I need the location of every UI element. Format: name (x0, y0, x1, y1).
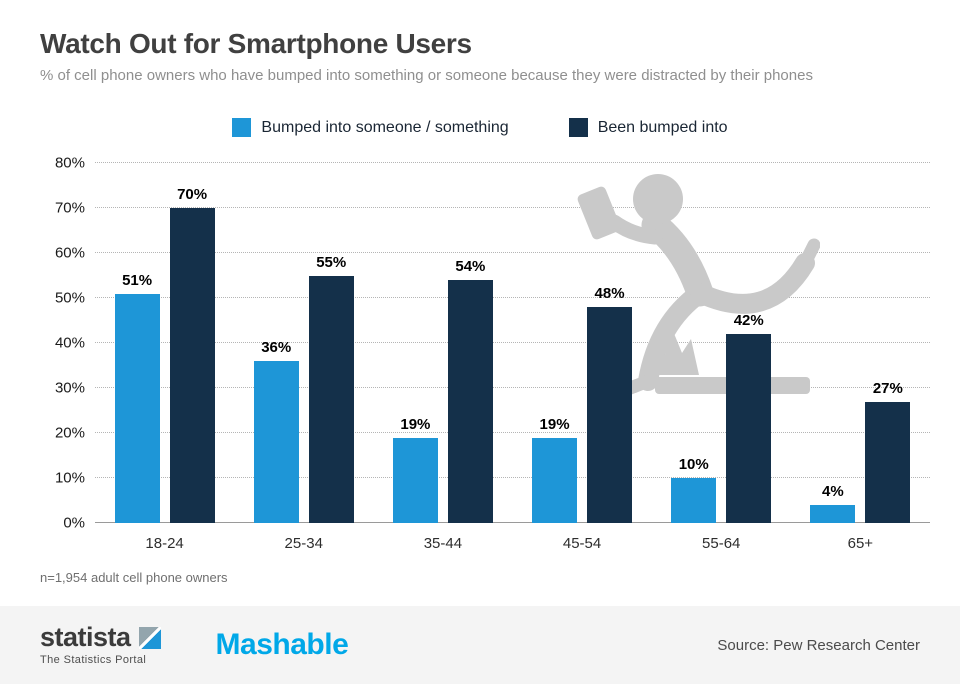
bar-value-label: 42% (733, 312, 764, 329)
bar-value-label: 19% (400, 415, 431, 433)
gridline (95, 432, 930, 433)
bar-with-label: 54% (447, 258, 493, 523)
y-axis-label: 50% (54, 289, 85, 307)
source-text: Source: Pew Research Center (717, 636, 920, 654)
bar-with-label: 42% (726, 312, 772, 523)
y-axis-label: 20% (54, 424, 85, 442)
bar-value-label: 36% (261, 339, 292, 356)
bar (587, 307, 633, 523)
footer: statista The Statistics Portal Mashable … (0, 606, 960, 684)
y-axis-label: 0% (63, 514, 85, 532)
page-title: Watch Out for Smartphone Users (40, 28, 472, 59)
x-axis-labels: 18-24 25-34 35-44 45-54 55-64 65+ (95, 535, 930, 552)
x-axis-label: 18-24 (145, 535, 184, 552)
legend-item: Been bumped into (568, 118, 728, 137)
y-axis-label: 40% (54, 334, 85, 352)
bar-value-label: 27% (872, 379, 903, 397)
bar (810, 505, 856, 523)
legend-label: Bumped into someone / something (261, 118, 509, 136)
x-axis-label: 25-34 (284, 535, 323, 552)
y-axis-label: 10% (54, 469, 85, 487)
legend-label: Been bumped into (597, 118, 728, 136)
statista-tagline: The Statistics Portal (40, 654, 147, 666)
statista-logo: statista The Statistics Portal (40, 624, 161, 666)
y-axis-label: 30% (54, 379, 85, 397)
bar-group: 36% 55% (253, 253, 354, 523)
x-axis-label: 35-44 (423, 535, 463, 552)
legend-swatch (568, 118, 588, 137)
bar-group: 4% 27% (810, 379, 911, 523)
gridline (95, 162, 930, 163)
bar-group: 10% 42% (671, 312, 772, 523)
bar-with-label: 36% (253, 339, 299, 523)
statista-wordmark-row: statista (40, 624, 161, 651)
bar-value-label: 51% (122, 271, 153, 289)
x-axis-label: 55-64 (702, 535, 741, 552)
bar-with-label: 55% (308, 253, 354, 523)
bar (726, 334, 772, 523)
bar-value-label: 70% (177, 186, 208, 203)
bar (392, 437, 438, 523)
bar (308, 275, 354, 523)
gridline (95, 207, 930, 208)
x-axis-label: 65+ (847, 535, 874, 552)
bar (114, 293, 160, 523)
bar-value-label: 54% (455, 258, 486, 275)
gridline (95, 522, 930, 523)
y-axis-label: 80% (54, 154, 85, 172)
header: Watch Out for Smartphone Users % of cell… (0, 0, 960, 84)
bar-value-label: 48% (594, 285, 625, 302)
bar-chart: 51% 70% 36% 55% 19% 54% 19% 48% 10% 42% 4% 27% 0% 10… (55, 155, 930, 532)
x-axis-label: 45-54 (562, 535, 602, 552)
bar-with-label: 70% (169, 186, 215, 523)
bar-value-label: 19% (539, 415, 570, 433)
gridline (95, 252, 930, 253)
bar-value-label: 10% (678, 456, 709, 473)
gridline (95, 387, 930, 388)
bar-groups: 51% 70% 36% 55% 19% 54% 19% 48% 10% 42% 4% 27% (95, 163, 930, 523)
sample-size-note: n=1,954 adult cell phone owners (40, 570, 228, 585)
legend-swatch (232, 118, 252, 137)
mashable-logo: Mashable (215, 628, 349, 661)
bar-with-label: 10% (671, 456, 717, 523)
bar-with-label: 48% (587, 285, 633, 523)
bar-group: 19% 54% (392, 258, 493, 523)
bar (253, 361, 299, 523)
bar-group: 51% 70% (114, 186, 215, 523)
bar-group: 19% 48% (532, 285, 633, 523)
plot-area: 51% 70% 36% 55% 19% 54% 19% 48% 10% 42% 4% 27% 0% 10… (55, 155, 930, 532)
bar-with-label: 19% (532, 415, 578, 523)
bar (671, 478, 717, 523)
bar (532, 437, 578, 523)
statista-wordmark: statista (40, 622, 131, 652)
bar-with-label: 19% (392, 415, 438, 523)
bar (447, 280, 493, 523)
bar (169, 208, 215, 523)
bar-with-label: 51% (114, 271, 160, 523)
bar-value-label: 4% (822, 483, 844, 500)
gridline (95, 342, 930, 343)
bar-with-label: 4% (810, 483, 856, 523)
legend-item: Bumped into someone / something (232, 118, 509, 137)
y-axis-label: 60% (54, 244, 85, 262)
bar-value-label: 55% (316, 253, 347, 271)
gridline (95, 477, 930, 478)
bar (865, 401, 911, 523)
statista-square-logo-icon (138, 626, 161, 649)
chart-legend: Bumped into someone / something Been bump… (0, 118, 960, 137)
gridline (95, 297, 930, 298)
page-subtitle: % of cell phone owners who have bumped i… (40, 67, 813, 84)
bar-with-label: 27% (865, 379, 911, 523)
y-axis-label: 70% (54, 199, 85, 217)
